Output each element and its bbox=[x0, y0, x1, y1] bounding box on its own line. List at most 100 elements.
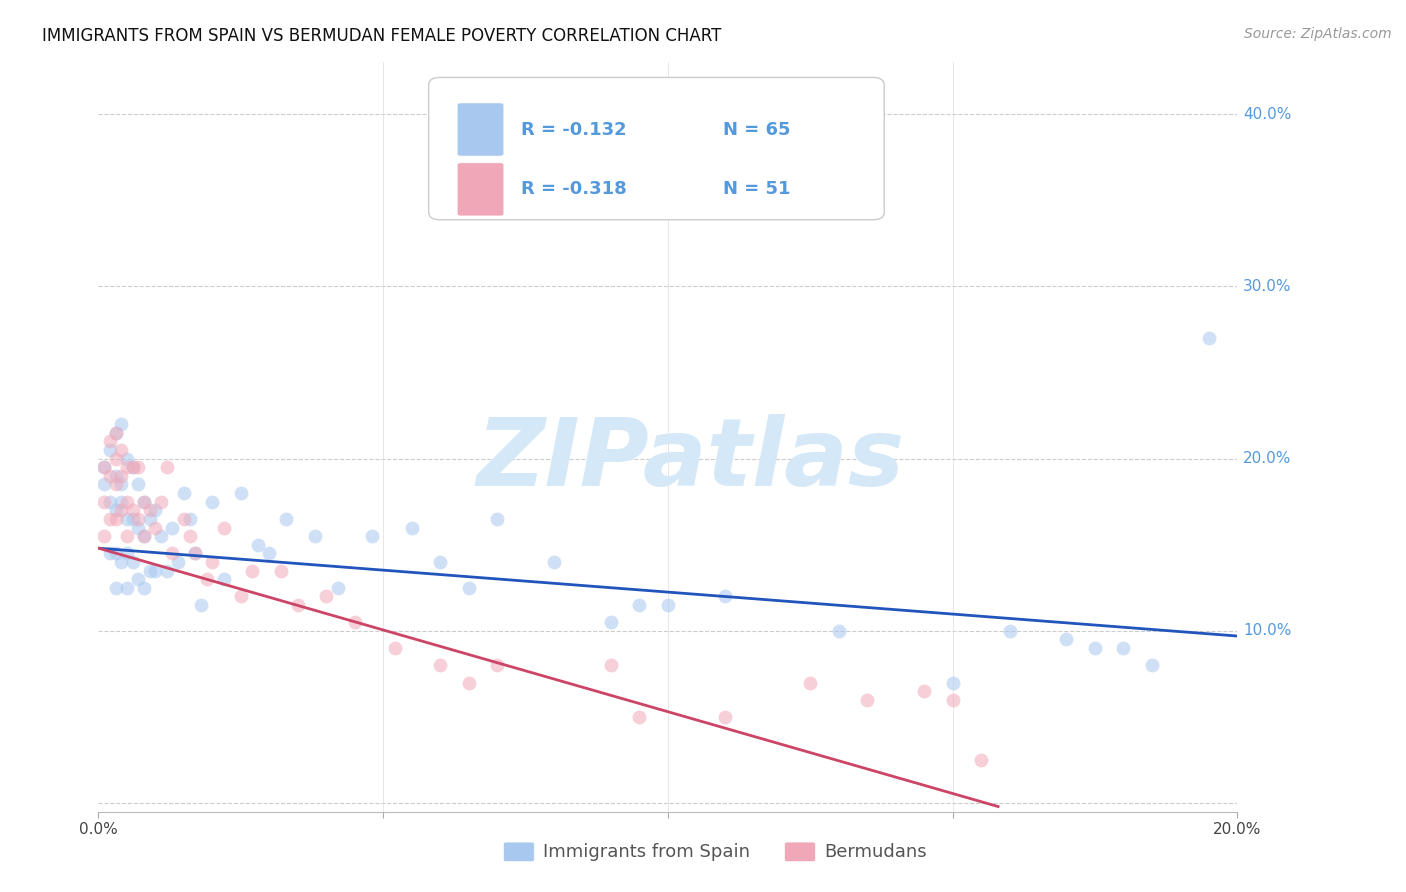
Point bbox=[115, 546, 138, 560]
Point bbox=[360, 529, 382, 543]
Point bbox=[121, 460, 143, 475]
Point bbox=[104, 468, 127, 483]
Point bbox=[173, 512, 195, 526]
Point bbox=[98, 512, 121, 526]
Point bbox=[1112, 641, 1135, 656]
Point bbox=[132, 494, 155, 508]
Point bbox=[150, 494, 173, 508]
Point bbox=[179, 529, 201, 543]
Point bbox=[98, 494, 121, 508]
Point bbox=[429, 658, 451, 673]
Point bbox=[115, 451, 138, 466]
Text: R = -0.318: R = -0.318 bbox=[522, 180, 627, 198]
Point bbox=[212, 572, 235, 586]
Point bbox=[110, 503, 132, 517]
Point bbox=[628, 710, 651, 724]
Point bbox=[93, 460, 115, 475]
Text: 20.0%: 20.0% bbox=[1243, 451, 1291, 467]
Point bbox=[98, 442, 121, 457]
Point bbox=[104, 425, 127, 440]
Point bbox=[229, 590, 252, 604]
Point bbox=[828, 624, 851, 638]
Point bbox=[98, 468, 121, 483]
Text: Immigrants from Spain: Immigrants from Spain bbox=[543, 843, 749, 861]
Point bbox=[115, 529, 138, 543]
Text: 30.0%: 30.0% bbox=[1243, 279, 1292, 293]
Point bbox=[104, 512, 127, 526]
Point bbox=[127, 477, 149, 491]
Point bbox=[201, 494, 224, 508]
Point bbox=[132, 529, 155, 543]
Point bbox=[115, 494, 138, 508]
Point bbox=[657, 598, 679, 612]
Point bbox=[201, 555, 224, 569]
Point bbox=[121, 503, 143, 517]
Point bbox=[212, 520, 235, 534]
Point bbox=[304, 529, 326, 543]
Point bbox=[132, 529, 155, 543]
Point bbox=[970, 753, 993, 767]
Point bbox=[167, 555, 190, 569]
Point bbox=[115, 512, 138, 526]
FancyBboxPatch shape bbox=[429, 78, 884, 219]
Text: R = -0.132: R = -0.132 bbox=[522, 120, 627, 138]
Point bbox=[628, 598, 651, 612]
Point bbox=[1198, 331, 1220, 345]
Point bbox=[246, 538, 269, 552]
Point bbox=[110, 494, 132, 508]
Point bbox=[343, 615, 366, 630]
Point bbox=[315, 590, 337, 604]
Point bbox=[115, 581, 138, 595]
Text: N = 65: N = 65 bbox=[723, 120, 790, 138]
Point bbox=[184, 546, 207, 560]
Point bbox=[173, 486, 195, 500]
Point bbox=[110, 477, 132, 491]
Point bbox=[229, 486, 252, 500]
Point bbox=[150, 529, 173, 543]
Point bbox=[110, 468, 132, 483]
Point bbox=[145, 503, 167, 517]
Point bbox=[145, 564, 167, 578]
Point bbox=[600, 658, 623, 673]
Point bbox=[195, 572, 218, 586]
Point bbox=[98, 434, 121, 449]
Point bbox=[457, 581, 479, 595]
Point bbox=[104, 451, 127, 466]
Point bbox=[110, 555, 132, 569]
Point bbox=[799, 675, 821, 690]
Point bbox=[162, 520, 184, 534]
Point bbox=[104, 581, 127, 595]
Point bbox=[240, 564, 263, 578]
Point bbox=[138, 512, 160, 526]
Point bbox=[98, 546, 121, 560]
Point bbox=[115, 460, 138, 475]
Point bbox=[104, 477, 127, 491]
Point bbox=[543, 555, 565, 569]
Point bbox=[714, 590, 737, 604]
Text: 40.0%: 40.0% bbox=[1243, 107, 1291, 121]
Point bbox=[110, 417, 132, 432]
FancyBboxPatch shape bbox=[457, 162, 503, 216]
Point bbox=[401, 520, 423, 534]
Point bbox=[942, 675, 965, 690]
Point bbox=[486, 512, 509, 526]
Point bbox=[259, 546, 281, 560]
Point bbox=[457, 675, 479, 690]
Point bbox=[384, 641, 406, 656]
Point bbox=[110, 442, 132, 457]
Point bbox=[179, 512, 201, 526]
Point bbox=[104, 546, 127, 560]
Point bbox=[121, 555, 143, 569]
Point bbox=[93, 494, 115, 508]
Point bbox=[429, 555, 451, 569]
Point bbox=[132, 581, 155, 595]
FancyBboxPatch shape bbox=[457, 103, 503, 156]
Point bbox=[121, 460, 143, 475]
Text: ZIPatlas: ZIPatlas bbox=[477, 414, 904, 506]
Text: N = 51: N = 51 bbox=[723, 180, 790, 198]
Point bbox=[1140, 658, 1163, 673]
Point bbox=[93, 460, 115, 475]
Point bbox=[156, 460, 179, 475]
Point bbox=[104, 503, 127, 517]
Point bbox=[287, 598, 309, 612]
